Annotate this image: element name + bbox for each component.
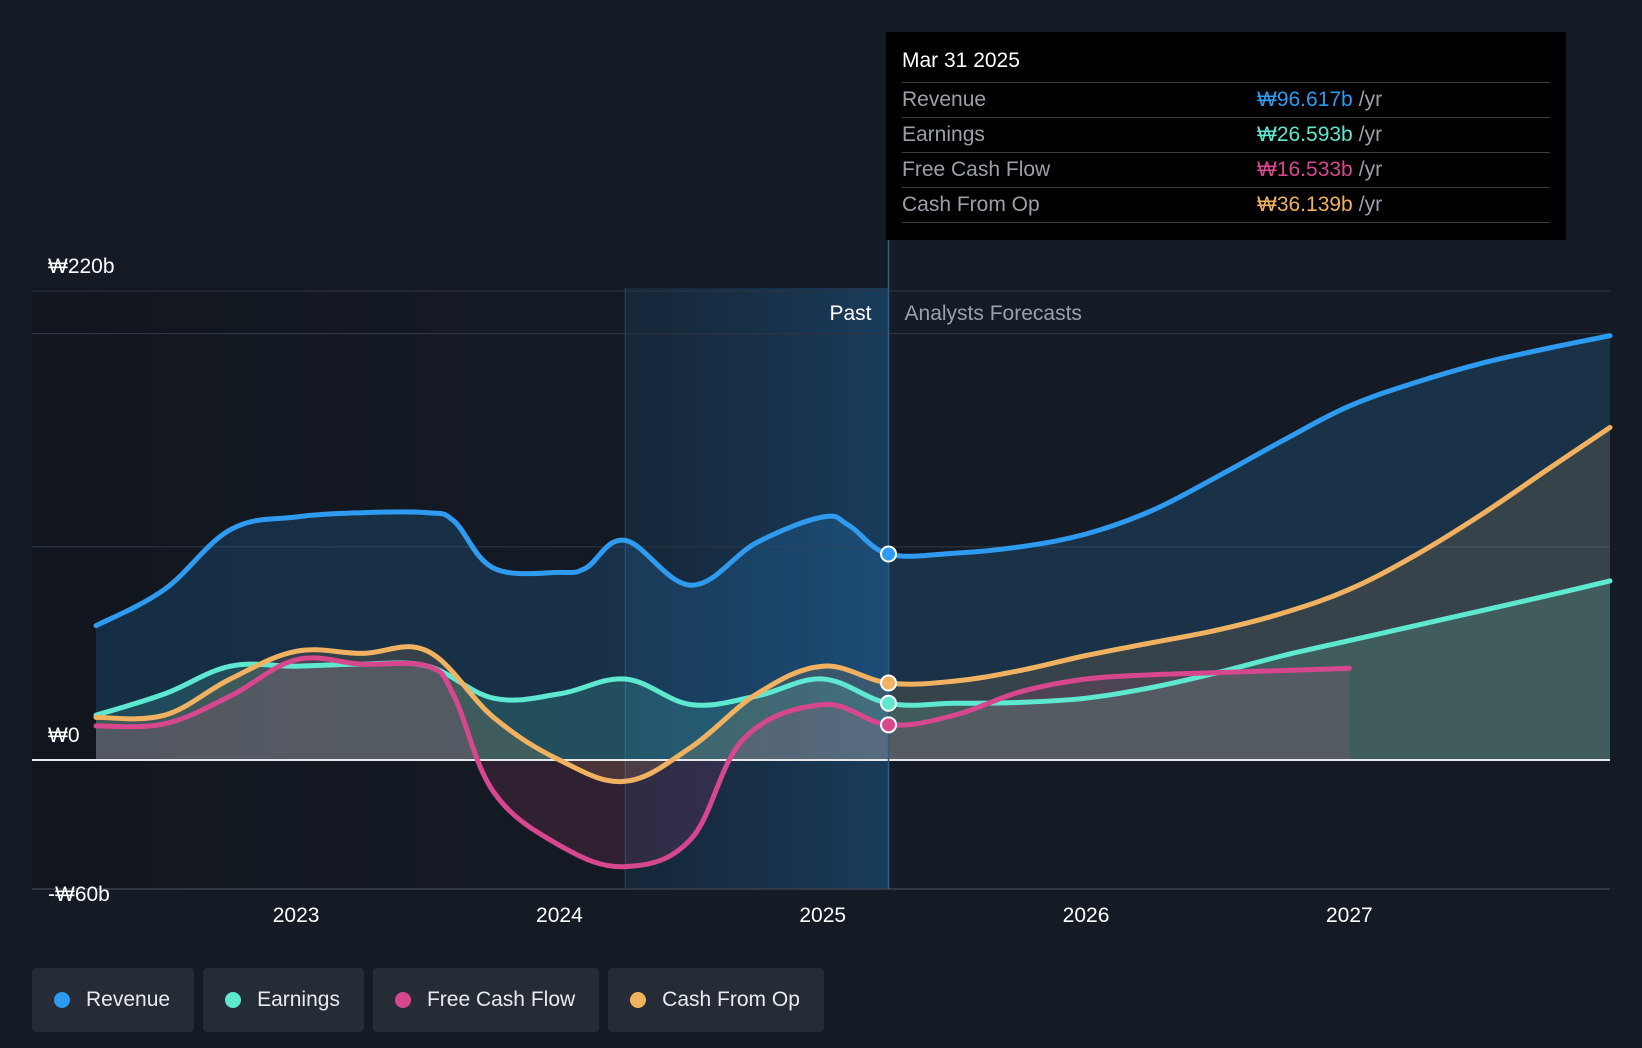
legend-dot-icon xyxy=(394,992,411,1008)
legend-item-cash-from-op[interactable]: Cash From Op xyxy=(608,968,824,1032)
legend-dot-icon xyxy=(225,992,242,1008)
y-tick-label: ₩0 xyxy=(48,724,80,747)
legend-dot-icon xyxy=(54,992,70,1008)
tooltip-value: ₩96.617b xyxy=(1257,88,1353,111)
tooltip-value: ₩16.533b xyxy=(1257,158,1353,181)
tooltip-label: Revenue xyxy=(902,88,987,111)
x-tick-label: 2024 xyxy=(536,904,583,927)
tooltip-value: ₩36.139b xyxy=(1257,193,1353,216)
tooltip-row-revenue: Revenue ₩96.617b /yr xyxy=(902,82,1550,117)
marker-cash-from-op xyxy=(880,674,898,692)
tooltip-label: Earnings xyxy=(902,123,985,146)
legend-label: Free Cash Flow xyxy=(426,988,576,1011)
tooltip-row-earnings: Earnings ₩26.593b /yr xyxy=(902,117,1550,152)
area-earnings xyxy=(96,580,1610,760)
tooltip-unit: /yr xyxy=(1358,88,1383,111)
x-tick-label: 2023 xyxy=(273,904,320,927)
legend-dot-icon xyxy=(630,992,647,1008)
tooltip-label: Free Cash Flow xyxy=(902,158,1051,181)
series-line-revenue xyxy=(93,333,1613,629)
legend-item-revenue[interactable]: Revenue xyxy=(32,968,195,1032)
forecast-label: Analysts Forecasts xyxy=(905,302,1082,325)
tooltip-unit: /yr xyxy=(1358,158,1383,181)
y-tick-label: ₩220b xyxy=(48,255,115,278)
y-tick-label: -₩60b xyxy=(48,883,110,906)
legend-label: Revenue xyxy=(86,988,171,1011)
tooltip-row-cash-from-op: Cash From Op ₩36.139b /yr xyxy=(902,187,1550,223)
tooltip-unit: /yr xyxy=(1358,123,1383,146)
x-tick-label: 2027 xyxy=(1326,904,1373,927)
area-free-cash-flow xyxy=(96,657,1350,867)
series-line-cash-from-op xyxy=(93,424,1613,785)
marker-earnings xyxy=(880,694,898,712)
marker-free-cash-flow xyxy=(880,716,898,734)
series-line-free-cash-flow xyxy=(93,655,1352,870)
tooltip-row-free-cash-flow: Free Cash Flow ₩16.533b /yr xyxy=(902,152,1550,187)
marker-revenue xyxy=(880,545,898,563)
tooltip-value: ₩26.593b xyxy=(1257,123,1353,146)
highlight-region xyxy=(625,288,889,889)
area-cash-from-op xyxy=(96,427,1610,782)
area-revenue xyxy=(96,335,1610,760)
legend-item-free-cash-flow[interactable]: Free Cash Flow xyxy=(372,968,600,1032)
past-region xyxy=(32,288,626,889)
x-tick-label: 2026 xyxy=(1063,904,1110,927)
past-label: Past xyxy=(830,302,872,325)
legend-item-earnings[interactable]: Earnings xyxy=(203,968,364,1032)
tooltip-unit: /yr xyxy=(1358,193,1383,216)
tooltip-date: Mar 31 2025 xyxy=(902,49,1020,72)
tooltip-label: Cash From Op xyxy=(902,193,1040,216)
tooltip: Mar 31 2025 Revenue ₩96.617b /yr Earning… xyxy=(886,32,1566,240)
legend: Revenue Earnings Free Cash Flow Cash Fro… xyxy=(32,968,824,1032)
legend-label: Cash From Op xyxy=(662,988,800,1011)
x-tick-label: 2025 xyxy=(799,904,846,927)
legend-label: Earnings xyxy=(257,988,340,1011)
